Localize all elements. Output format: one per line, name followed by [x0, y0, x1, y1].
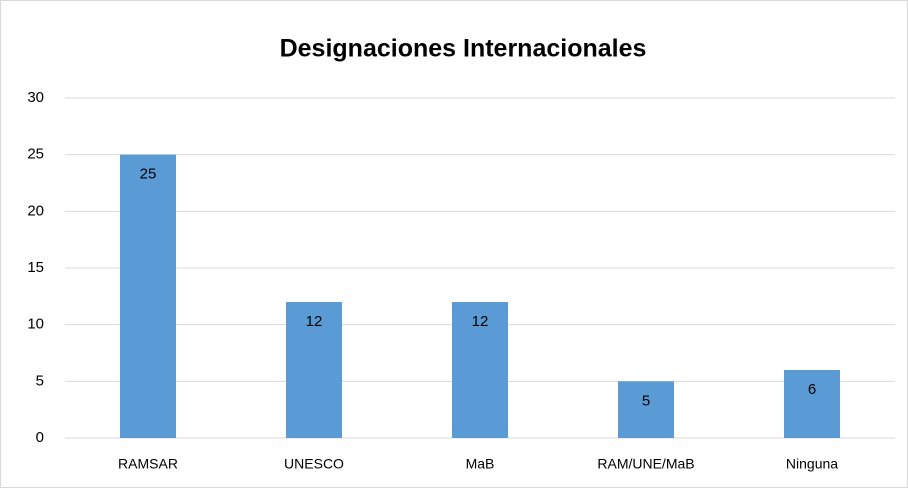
x-tick-label: MaB — [466, 456, 495, 472]
x-tick-label: UNESCO — [284, 456, 344, 472]
bar — [286, 302, 342, 438]
chart-title: Designaciones Internacionales — [280, 35, 647, 63]
data-label: 12 — [472, 313, 489, 330]
y-tick-label: 0 — [36, 429, 44, 446]
bar — [618, 381, 674, 438]
data-label: 6 — [808, 381, 816, 398]
x-tick-label: Ninguna — [786, 456, 838, 472]
y-tick-label: 5 — [36, 372, 44, 389]
data-label: 12 — [306, 313, 323, 330]
y-tick-label: 15 — [27, 259, 44, 276]
y-tick-label: 25 — [27, 146, 44, 163]
bar — [452, 302, 508, 438]
x-tick-label: RAMSAR — [118, 456, 178, 472]
y-tick-label: 30 — [27, 89, 44, 106]
x-tick-label: RAM/UNE/MaB — [597, 456, 694, 472]
data-label: 25 — [140, 166, 157, 183]
bar — [120, 154, 176, 438]
data-label: 5 — [642, 392, 650, 409]
y-tick-label: 20 — [27, 202, 44, 219]
bar — [784, 370, 840, 438]
y-tick-label: 10 — [27, 316, 44, 333]
